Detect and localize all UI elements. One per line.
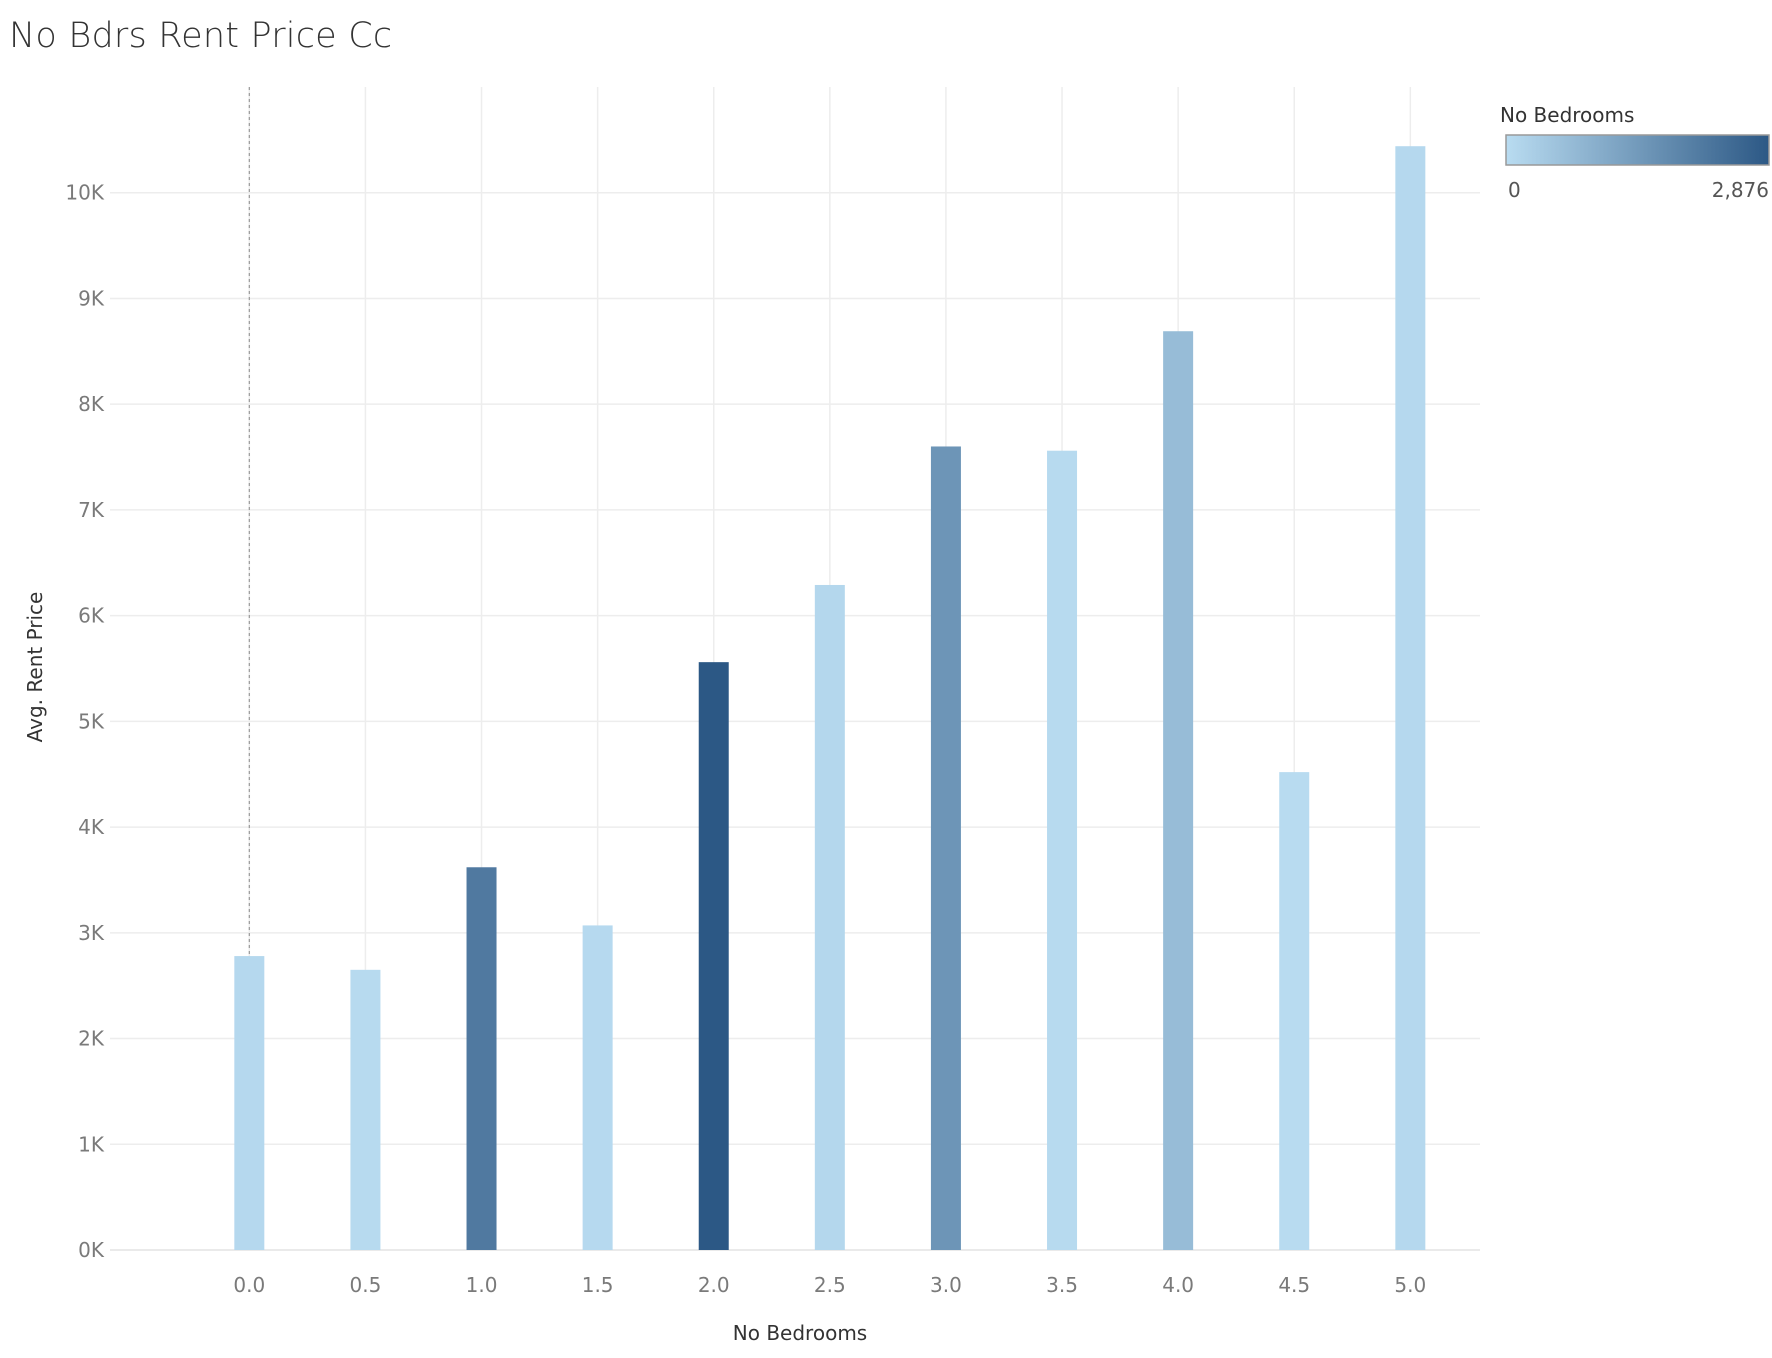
x-tick-label: 4.0 bbox=[1162, 1273, 1194, 1297]
y-axis-ticks: 0K 1K 2K 3K 4K 5K 6K 7K 8K 9K 10K bbox=[65, 181, 104, 1262]
bar bbox=[582, 925, 613, 1250]
color-legend: No Bedrooms 0 2,876 bbox=[1500, 103, 1770, 202]
y-tick-label: 2K bbox=[78, 1027, 105, 1051]
legend-min-label: 0 bbox=[1508, 178, 1521, 202]
bars bbox=[234, 146, 1426, 1251]
grid-lines bbox=[110, 87, 1480, 1251]
x-tick-label: 0.5 bbox=[350, 1273, 382, 1297]
x-axis-ticks: 0.0 0.5 1.0 1.5 2.0 2.5 3.0 3.5 4.0 4.5 5.0 bbox=[233, 1273, 1426, 1297]
bar bbox=[1163, 331, 1194, 1251]
y-tick-label: 8K bbox=[78, 392, 105, 416]
x-tick-label: 2.5 bbox=[814, 1273, 846, 1297]
y-tick-label: 6K bbox=[78, 604, 105, 628]
bar bbox=[466, 867, 497, 1250]
y-tick-label: 7K bbox=[78, 498, 105, 522]
y-tick-label: 3K bbox=[78, 921, 105, 945]
bar bbox=[698, 662, 729, 1250]
legend-color-ramp bbox=[1505, 134, 1770, 166]
bar bbox=[1395, 146, 1426, 1250]
y-axis-title: Avg. Rent Price bbox=[23, 592, 47, 743]
x-tick-label: 0.0 bbox=[233, 1273, 265, 1297]
bar bbox=[1047, 450, 1078, 1251]
x-tick-label: 4.5 bbox=[1278, 1273, 1310, 1297]
y-tick-label: 1K bbox=[78, 1132, 105, 1156]
x-tick-label: 3.0 bbox=[930, 1273, 962, 1297]
x-tick-label: 3.5 bbox=[1046, 1273, 1078, 1297]
y-tick-label: 9K bbox=[78, 286, 105, 310]
bar bbox=[350, 969, 381, 1250]
x-axis-title: No Bedrooms bbox=[733, 1321, 867, 1345]
x-tick-label: 1.0 bbox=[466, 1273, 498, 1297]
y-tick-label: 4K bbox=[78, 815, 105, 839]
legend-title: No Bedrooms bbox=[1500, 103, 1634, 127]
x-tick-label: 2.0 bbox=[698, 1273, 730, 1297]
y-tick-label: 10K bbox=[65, 181, 104, 205]
bar bbox=[234, 956, 265, 1250]
bar bbox=[814, 584, 845, 1250]
chart-title: No Bdrs Rent Price Cc bbox=[9, 16, 393, 56]
bar bbox=[930, 446, 961, 1250]
bar bbox=[1279, 772, 1310, 1250]
y-tick-label: 5K bbox=[78, 709, 105, 733]
x-tick-label: 1.5 bbox=[582, 1273, 614, 1297]
y-tick-label: 0K bbox=[78, 1238, 105, 1262]
x-tick-label: 5.0 bbox=[1394, 1273, 1426, 1297]
legend-max-label: 2,876 bbox=[1712, 178, 1769, 202]
